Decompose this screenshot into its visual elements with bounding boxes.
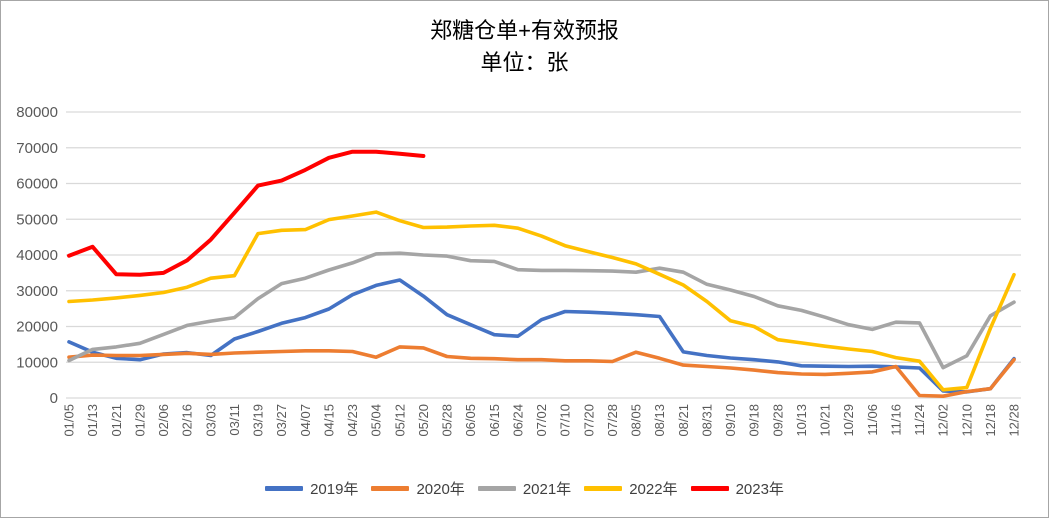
legend-swatch bbox=[690, 486, 729, 491]
x-tick-label: 07/02 bbox=[534, 404, 549, 437]
y-tick-label: 10000 bbox=[16, 354, 58, 371]
legend-item-2021年: 2021年 bbox=[477, 478, 572, 499]
x-tick-label: 09/18 bbox=[747, 404, 762, 437]
legend-label: 2021年 bbox=[522, 481, 572, 498]
y-tick-label: 60000 bbox=[16, 176, 58, 193]
legend-label: 2020年 bbox=[416, 481, 465, 498]
chart-title: 郑糖仓单+有效预报 bbox=[430, 18, 619, 43]
legend-label: 2019年 bbox=[310, 481, 359, 498]
x-tick-label: 02/06 bbox=[156, 404, 171, 437]
x-tick-label: 01/05 bbox=[62, 404, 77, 437]
series-line-2022年 bbox=[67, 210, 1016, 392]
x-tick-label: 06/05 bbox=[463, 404, 478, 437]
x-tick-label: 12/10 bbox=[959, 404, 974, 437]
y-tick-label: 80000 bbox=[16, 104, 58, 121]
x-tick-label: 06/24 bbox=[510, 404, 525, 437]
chart-header: 郑糖仓单+有效预报 单位：张 bbox=[1, 15, 1048, 79]
y-tick-label: 50000 bbox=[16, 211, 58, 228]
x-tick-label: 01/13 bbox=[85, 404, 100, 437]
series-line-2020年 bbox=[67, 345, 1016, 398]
y-tick-label: 0 bbox=[50, 390, 58, 407]
x-tick-label: 06/15 bbox=[487, 404, 502, 437]
x-tick-label: 04/23 bbox=[345, 404, 360, 437]
chart-legend: 2019年 2020年 2021年 2022年 2023年 bbox=[1, 478, 1048, 499]
x-tick-label: 08/13 bbox=[652, 404, 667, 437]
legend-swatch bbox=[584, 486, 623, 491]
legend-swatch bbox=[265, 486, 304, 491]
x-tick-label: 07/28 bbox=[605, 404, 620, 437]
legend-label: 2022年 bbox=[629, 481, 678, 498]
chart-subtitle: 单位：张 bbox=[480, 50, 569, 75]
x-tick-label: 05/20 bbox=[416, 404, 431, 437]
x-tick-label: 01/21 bbox=[109, 404, 124, 437]
x-tick-label: 10/21 bbox=[818, 404, 833, 437]
x-tick-label: 03/27 bbox=[274, 404, 289, 437]
x-tick-label: 09/28 bbox=[770, 404, 785, 437]
y-tick-label: 20000 bbox=[16, 319, 58, 336]
x-tick-label: 03/19 bbox=[251, 404, 266, 437]
legend-item-2023年: 2023年 bbox=[690, 478, 784, 499]
x-tick-label: 08/21 bbox=[676, 404, 691, 437]
x-tick-label: 12/18 bbox=[983, 404, 998, 437]
x-tick-label: 10/13 bbox=[794, 404, 809, 437]
x-tick-label: 08/05 bbox=[629, 404, 644, 437]
x-tick-label: 09/10 bbox=[723, 404, 738, 437]
series-line-2019年 bbox=[67, 278, 1016, 394]
x-tick-label: 10/29 bbox=[841, 404, 856, 437]
x-tick-label: 05/04 bbox=[369, 404, 384, 437]
legend-item-2019年: 2019年 bbox=[265, 478, 358, 499]
x-tick-label: 04/07 bbox=[298, 404, 313, 437]
x-tick-label: 01/29 bbox=[132, 404, 147, 437]
legend-swatch bbox=[371, 486, 410, 491]
x-tick-label: 12/02 bbox=[936, 404, 951, 437]
legend-swatch bbox=[477, 486, 516, 491]
x-tick-label: 05/28 bbox=[440, 404, 455, 437]
x-tick-label: 11/16 bbox=[888, 404, 903, 436]
series-line-2023年 bbox=[67, 149, 426, 277]
x-tick-label: 03/11 bbox=[227, 404, 242, 436]
legend-item-2022年: 2022年 bbox=[584, 478, 678, 499]
x-tick-label: 02/16 bbox=[180, 404, 195, 437]
x-tick-label: 08/31 bbox=[699, 404, 714, 437]
x-tick-label: 04/15 bbox=[321, 404, 336, 437]
y-tick-label: 70000 bbox=[16, 140, 58, 157]
x-tick-label: 05/12 bbox=[392, 404, 407, 437]
x-tick-label: 11/06 bbox=[865, 404, 880, 436]
legend-label: 2023年 bbox=[735, 481, 784, 498]
y-tick-label: 40000 bbox=[16, 247, 58, 264]
x-tick-label: 12/28 bbox=[1007, 404, 1022, 437]
y-tick-label: 30000 bbox=[16, 283, 58, 300]
x-tick-label: 11/24 bbox=[912, 404, 927, 436]
x-tick-label: 03/03 bbox=[203, 404, 218, 437]
legend-item-2020年: 2020年 bbox=[371, 478, 465, 499]
x-tick-label: 07/10 bbox=[558, 404, 573, 437]
series-line-2021年 bbox=[67, 251, 1016, 370]
x-tick-label: 07/20 bbox=[581, 404, 596, 437]
